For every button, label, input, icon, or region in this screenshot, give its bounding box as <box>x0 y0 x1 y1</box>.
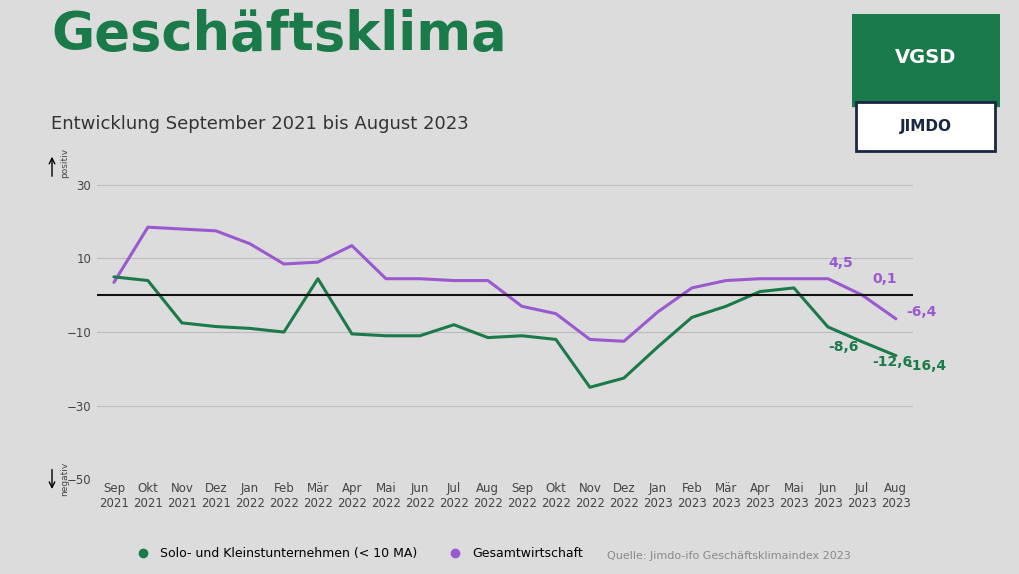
Text: -6,4: -6,4 <box>905 305 935 319</box>
Text: negativ: negativ <box>60 462 69 497</box>
Text: Quelle: Jimdo-ifo Geschäftsklimaindex 2023: Quelle: Jimdo-ifo Geschäftsklimaindex 20… <box>606 552 850 561</box>
Text: 0,1: 0,1 <box>871 272 896 286</box>
FancyBboxPatch shape <box>855 102 995 151</box>
FancyBboxPatch shape <box>839 7 1011 107</box>
Legend: Solo- und Kleinstunternehmen (< 10 MA), Gesamtwirtschaft: Solo- und Kleinstunternehmen (< 10 MA), … <box>125 542 588 565</box>
Text: -16,4: -16,4 <box>905 359 946 373</box>
Text: -8,6: -8,6 <box>827 340 857 354</box>
Text: VGSD: VGSD <box>894 48 956 67</box>
Polygon shape <box>888 93 917 113</box>
Text: 4,5: 4,5 <box>827 255 852 270</box>
Text: -12,6: -12,6 <box>871 355 911 369</box>
Text: positiv: positiv <box>60 148 69 179</box>
Text: Entwicklung September 2021 bis August 2023: Entwicklung September 2021 bis August 20… <box>51 115 469 133</box>
Text: JIMDO: JIMDO <box>899 119 951 134</box>
Text: Geschäftsklima: Geschäftsklima <box>51 9 506 61</box>
